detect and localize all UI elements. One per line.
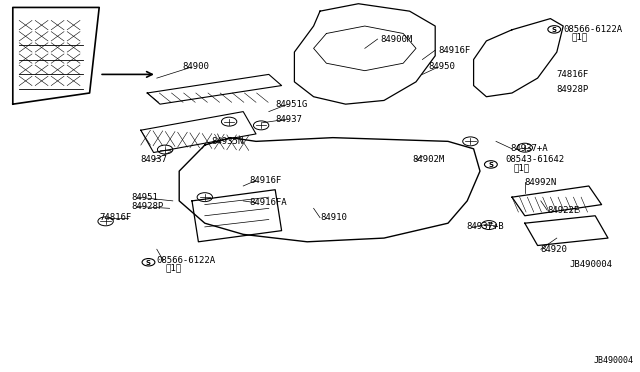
Text: 84900: 84900 <box>182 62 209 71</box>
Text: 84916FA: 84916FA <box>250 198 287 207</box>
Text: 84951: 84951 <box>131 193 158 202</box>
Text: 84935N: 84935N <box>211 137 243 146</box>
Text: 84937+B: 84937+B <box>466 222 504 231</box>
Text: 84922E: 84922E <box>547 206 579 215</box>
Text: S: S <box>552 27 557 33</box>
Text: 08566-6122A: 08566-6122A <box>157 256 216 265</box>
Text: 84951G: 84951G <box>275 100 307 109</box>
Text: 84920: 84920 <box>541 245 568 254</box>
Text: JB490004: JB490004 <box>594 356 634 365</box>
Text: 84937+A: 84937+A <box>511 144 548 153</box>
Text: 84916F: 84916F <box>250 176 282 185</box>
Text: JB490004: JB490004 <box>570 260 612 269</box>
Text: 74816F: 74816F <box>99 213 131 222</box>
Text: 84937: 84937 <box>275 115 302 124</box>
Text: 84950: 84950 <box>429 62 456 71</box>
Text: 08566-6122A: 08566-6122A <box>563 25 622 34</box>
Text: S: S <box>488 162 493 168</box>
Text: 84910: 84910 <box>320 213 347 222</box>
Text: 84937: 84937 <box>141 155 168 164</box>
Text: 84902M: 84902M <box>413 155 445 164</box>
Text: 84900M: 84900M <box>381 35 413 44</box>
Text: 08543-61642: 08543-61642 <box>506 155 564 164</box>
Text: 84916F: 84916F <box>438 46 470 55</box>
Text: 84928P: 84928P <box>131 202 163 211</box>
Text: 84992N: 84992N <box>525 178 557 187</box>
Text: 84928P: 84928P <box>557 85 589 94</box>
Text: S: S <box>146 260 151 266</box>
Text: （1）: （1） <box>165 263 181 272</box>
Text: （1）: （1） <box>514 163 530 172</box>
Text: （1）: （1） <box>572 33 588 42</box>
Text: 74816F: 74816F <box>557 70 589 79</box>
